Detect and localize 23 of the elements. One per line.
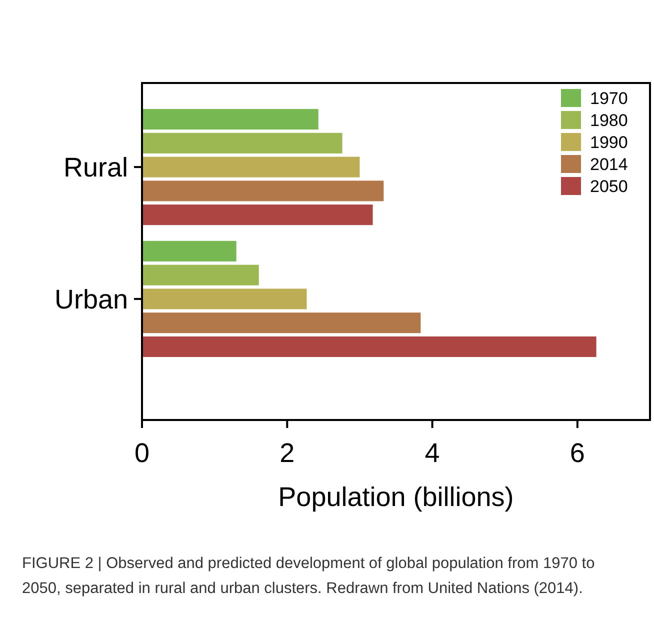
bar <box>142 132 342 154</box>
y-tick-label: Rural <box>63 152 128 182</box>
y-tick-label: Urban <box>54 284 128 314</box>
bar <box>142 288 307 310</box>
bar <box>142 204 373 226</box>
bar <box>142 264 259 286</box>
bar <box>142 312 421 334</box>
x-tick-label: 6 <box>570 438 585 468</box>
legend-label: 1990 <box>590 132 628 152</box>
legend-label: 2050 <box>590 176 628 196</box>
x-tick-label: 4 <box>424 438 440 468</box>
bar <box>142 156 360 178</box>
x-axis-title: Population (billions) <box>278 482 514 512</box>
legend-label: 1980 <box>590 110 628 130</box>
legend-label: 1970 <box>590 88 628 108</box>
caption: FIGURE 2 | Observed and predicted development of global population from 1970 to 2050, separated in rural and urban clusters. Redrawn from United Nations (2014). <box>22 554 596 599</box>
x-tick-label: 2 <box>280 438 295 468</box>
x-tick-label: 0 <box>134 438 150 468</box>
bar <box>142 240 236 262</box>
bar <box>142 109 318 130</box>
legend-label: 2014 <box>590 154 628 174</box>
bar <box>142 336 596 357</box>
bar <box>142 180 384 202</box>
